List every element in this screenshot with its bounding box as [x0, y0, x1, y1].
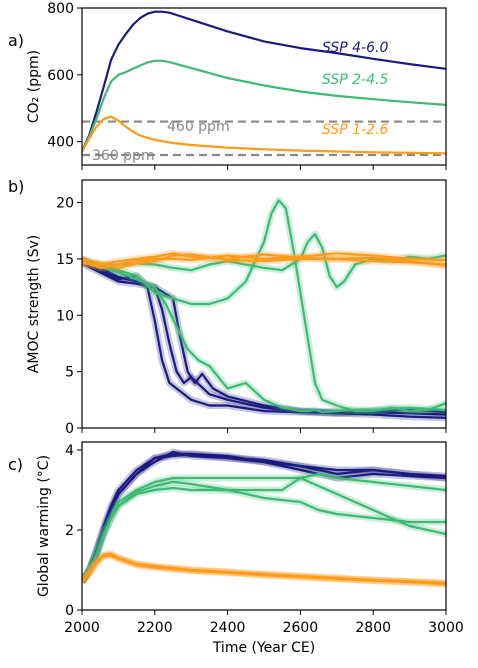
y-tick-label: 800	[47, 1, 74, 17]
y-axis-label: Global warming (°C)	[36, 455, 52, 597]
axes-frame	[81, 179, 447, 429]
plot-area	[82, 448, 446, 588]
x-tick-label: 2800	[355, 620, 391, 636]
y-tick-label: 400	[47, 135, 74, 151]
x-tick-label: 2400	[210, 620, 246, 636]
series-line	[82, 553, 446, 585]
axes-frame	[81, 7, 447, 166]
y-tick-label: 2	[65, 523, 74, 539]
x-tick-label: 2200	[137, 620, 173, 636]
panel-b: b) AMOC strength (Sv) 0 5 10 15 20	[8, 177, 447, 437]
series-label: SSP 1-2.6	[322, 122, 388, 138]
y-tick-label: 600	[47, 68, 74, 84]
series-line	[82, 262, 446, 419]
series-label: SSP 2-4.5	[322, 72, 388, 88]
y-tick-label: 4	[65, 443, 74, 459]
y-tick-label: 5	[65, 365, 74, 381]
series-shade	[82, 260, 446, 422]
series-shade	[82, 551, 446, 588]
plot-area	[82, 196, 446, 422]
x-tick-label: 2600	[283, 620, 319, 636]
reference-line-label: 360 ppm	[92, 148, 155, 164]
panel-a: a)CO₂ (ppm) 400 600 800 SSP 4-6.0 SSP 2-4.5 SS…	[8, 1, 447, 170]
x-axis-label: Time (Year CE)	[212, 640, 315, 656]
series-line	[82, 261, 446, 414]
y-axis-label: AMOC strength (Sv)	[26, 235, 42, 373]
plot-area	[82, 10, 446, 157]
x-tick-label: 2000	[64, 620, 100, 636]
series-shade	[82, 196, 446, 415]
y-tick-label: 10	[56, 308, 74, 324]
y-tick-label: 15	[56, 252, 74, 268]
y-axis-label: CO₂ (ppm)	[26, 50, 42, 123]
panel-letter: c)	[8, 455, 23, 474]
series-line	[82, 476, 446, 584]
axes-frame	[81, 441, 447, 611]
panel-letter: b)	[8, 177, 24, 196]
panel-letter: a)	[8, 31, 24, 50]
series-line	[82, 10, 446, 153]
series-line	[82, 59, 446, 153]
series-line	[82, 253, 446, 269]
y-tick-label: 0	[65, 421, 74, 437]
y-tick-label: 20	[56, 196, 74, 212]
reference-line-label: 460 ppm	[167, 119, 230, 135]
series-line	[82, 115, 446, 155]
series-line	[82, 257, 446, 414]
x-tick-label: 3000	[428, 620, 464, 636]
y-tick-label: 0	[65, 603, 74, 619]
panel-c: c) Global warming (°C) 0 2 4 2000 2200 2400 2600…	[8, 441, 464, 656]
series-label: SSP 4-6.0	[322, 40, 388, 56]
